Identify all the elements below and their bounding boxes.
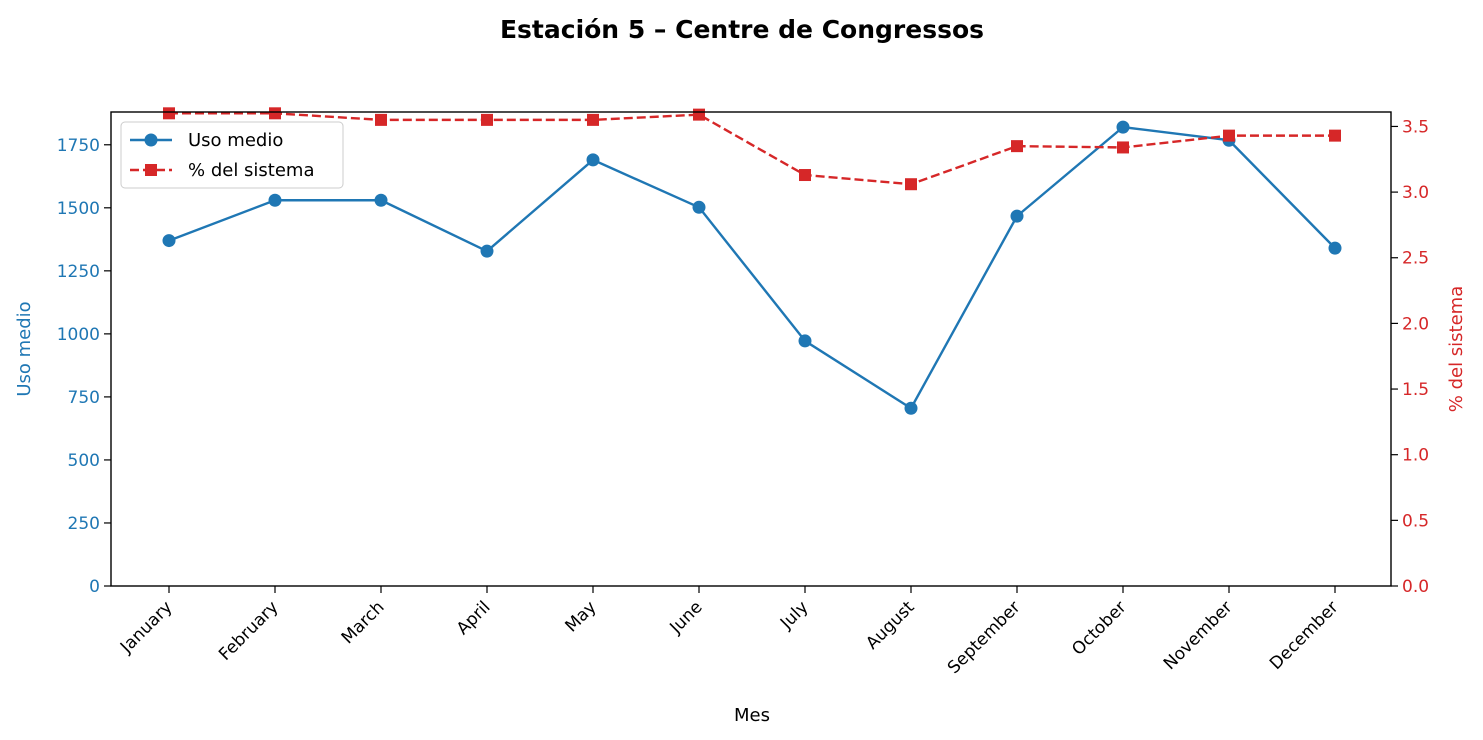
series-1-point-6 <box>799 169 811 182</box>
legend-label-0: Uso medio <box>188 130 283 151</box>
series-1-point-4 <box>587 113 599 126</box>
x-tick-label-6: July <box>776 597 812 633</box>
x-tick-label-10: November <box>1160 597 1237 674</box>
series-0 <box>162 120 1342 415</box>
series-0-point-6 <box>798 334 812 348</box>
series-1-point-9 <box>1117 141 1129 154</box>
y-right-tick-label-7: 3.5 <box>1402 117 1429 137</box>
x-tick-label-0: January <box>116 597 176 657</box>
series-0-point-0 <box>162 234 176 248</box>
y-axis-right-label: % del sistema <box>1446 286 1467 413</box>
x-tick-label-11: December <box>1266 597 1342 673</box>
series-1-point-8 <box>1011 140 1023 153</box>
series-0-point-2 <box>374 193 388 207</box>
series-1-point-2 <box>375 113 387 126</box>
series-0-point-11 <box>1328 241 1342 255</box>
y-right-tick-label-3: 1.5 <box>1402 380 1429 400</box>
series-1-point-11 <box>1329 129 1341 142</box>
x-tick-label-4: May <box>562 597 601 636</box>
legend-marker-0 <box>144 133 158 147</box>
series-line-1 <box>169 112 1335 186</box>
x-tick-label-2: March <box>338 597 389 648</box>
legend: Uso medio % del sistema <box>120 121 344 189</box>
chart-title: Estación 5 – Centre de Congressos <box>500 15 984 44</box>
legend-marker-1 <box>145 164 157 176</box>
series-1-point-0 <box>163 107 175 120</box>
series-0-point-8 <box>1010 209 1024 223</box>
y-right-tick-label-0: 0.0 <box>1402 577 1429 597</box>
y-right-tick-label-2: 1.0 <box>1402 446 1429 466</box>
y-right-tick-label-1: 0.5 <box>1402 511 1429 531</box>
series-0-point-3 <box>480 244 494 258</box>
legend-box <box>120 121 344 189</box>
y-right-tick-label-4: 2.0 <box>1402 314 1429 334</box>
y-right-tick-label-5: 2.5 <box>1402 249 1429 269</box>
x-tick-label-7: August <box>862 597 918 653</box>
x-tick-label-1: February <box>215 597 282 664</box>
x-tick-label-9: October <box>1068 597 1130 659</box>
y-left-tick-label-6: 1500 <box>57 199 100 219</box>
series-line-0 <box>168 125 1336 410</box>
series-0-point-5 <box>692 200 706 214</box>
y-left-tick-label-4: 1000 <box>57 325 100 345</box>
x-tick-label-3: April <box>453 597 495 639</box>
series-0-point-7 <box>904 401 918 415</box>
series-0-point-9 <box>1116 120 1130 134</box>
series-0-point-1 <box>268 193 282 207</box>
y-right-tick-label-6: 3.0 <box>1402 183 1429 203</box>
x-tick-label-5: June <box>666 597 707 638</box>
series-1-point-5 <box>693 108 705 121</box>
series-1-point-1 <box>269 107 281 120</box>
y-left-tick-label-1: 250 <box>68 514 100 534</box>
series-1-point-10 <box>1223 129 1235 142</box>
y-left-tick-label-7: 1750 <box>57 136 100 156</box>
y-left-tick-label-5: 1250 <box>57 262 100 282</box>
plot-area: 0 250 500 750 1000 1250 1500 1750 0.0 0.5 1.0 1.5 2.… <box>57 107 1429 678</box>
series-1-point-7 <box>905 178 917 191</box>
series-1-point-3 <box>481 113 493 126</box>
y-left-tick-label-3: 750 <box>68 388 100 408</box>
y-left-tick-label-0: 0 <box>89 577 100 597</box>
y-axis-left-label: Uso medio <box>14 301 35 396</box>
legend-label-1: % del sistema <box>188 160 315 181</box>
series-0-point-4 <box>586 153 600 167</box>
y-left-tick-label-2: 500 <box>68 451 100 471</box>
series-1 <box>163 107 1341 191</box>
plot-frame <box>110 111 1392 587</box>
x-axis-label: Mes <box>734 705 770 726</box>
x-tick-label-8: September <box>944 597 1025 678</box>
